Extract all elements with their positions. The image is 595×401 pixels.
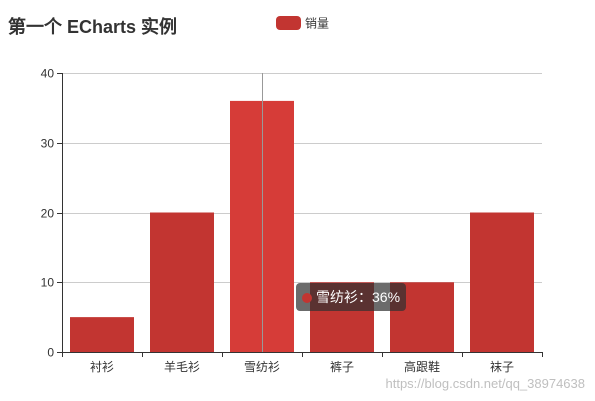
tooltip: 雪纺衫：36% bbox=[296, 283, 407, 311]
bar[interactable] bbox=[150, 212, 214, 353]
x-tick-label: 高跟鞋 bbox=[404, 359, 440, 374]
legend-label[interactable]: 销量 bbox=[305, 17, 329, 31]
x-tick-label: 雪纺衫 bbox=[244, 360, 280, 374]
bar[interactable] bbox=[70, 317, 134, 352]
tooltip-marker bbox=[302, 293, 312, 303]
y-tick-label: 20 bbox=[41, 207, 55, 221]
y-tick-label: 10 bbox=[41, 276, 55, 290]
bar[interactable] bbox=[470, 212, 534, 353]
tooltip-text: 雪纺衫：36% bbox=[316, 289, 401, 305]
legend-swatch[interactable] bbox=[276, 16, 301, 30]
x-tick-label: 裤子 bbox=[330, 360, 354, 374]
bars bbox=[70, 100, 534, 353]
x-tick-label: 衬衫 bbox=[90, 360, 114, 374]
chart-title: 第一个 ECharts 实例 bbox=[8, 16, 177, 37]
grid-lines bbox=[62, 73, 542, 283]
legend[interactable]: 销量 bbox=[276, 16, 329, 31]
y-tick-label: 40 bbox=[41, 67, 55, 81]
x-tick-label: 袜子 bbox=[490, 360, 514, 374]
y-axis-ticks: 0 10 20 30 40 bbox=[41, 67, 62, 360]
x-axis-ticks: 衬衫 羊毛衫 雪纺衫 裤子 高跟鞋 袜子 bbox=[62, 352, 543, 374]
y-tick-label: 0 bbox=[47, 346, 54, 360]
x-tick-label: 羊毛衫 bbox=[164, 359, 200, 374]
y-tick-label: 30 bbox=[41, 137, 55, 151]
watermark: https://blog.csdn.net/qq_38974638 bbox=[385, 376, 586, 391]
